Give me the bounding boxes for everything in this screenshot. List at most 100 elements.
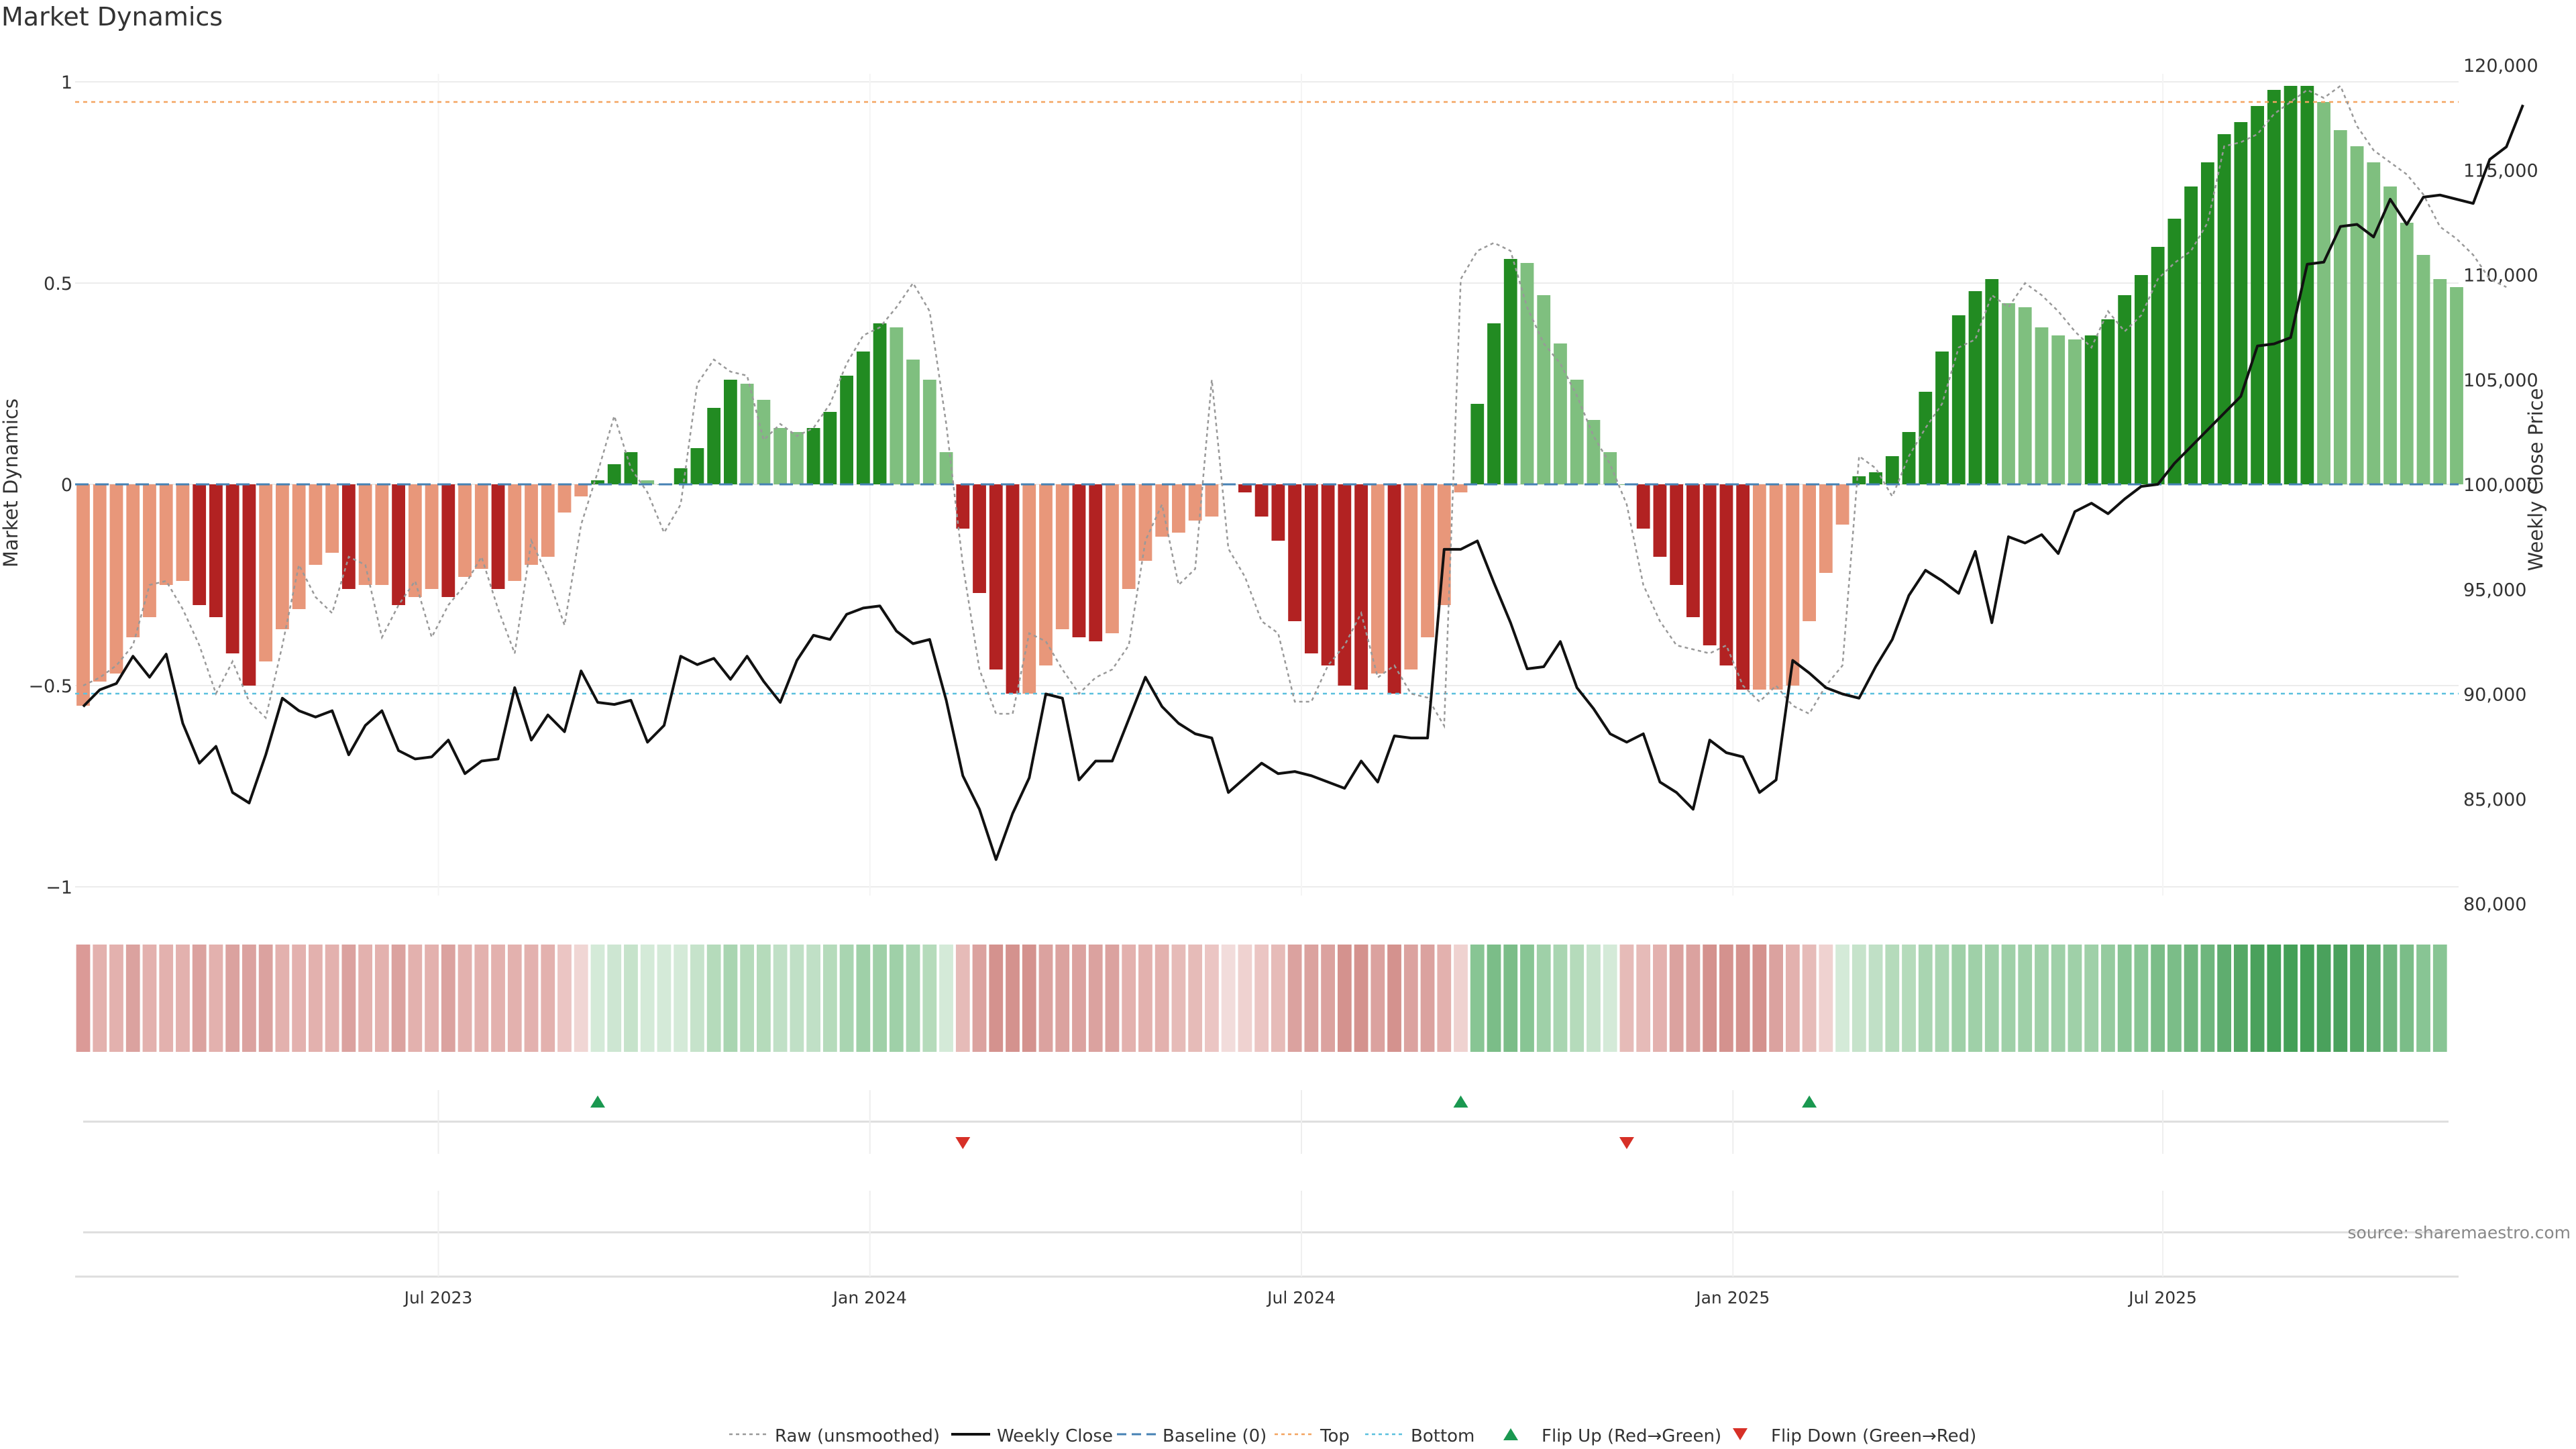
legend-flip-up-icon: [1503, 1428, 1518, 1440]
heat-cell: [258, 945, 273, 1052]
flip-up-marker: [1453, 1095, 1468, 1108]
heat-cell: [2316, 945, 2331, 1052]
dynamics-bar: [1055, 484, 1069, 629]
dynamics-bar: [2400, 223, 2414, 484]
heat-cell: [2333, 945, 2348, 1052]
heat-cell: [109, 945, 123, 1052]
dynamics-bar: [1122, 484, 1136, 589]
y-tick-label-right: 90,000: [2463, 685, 2526, 706]
heat-cell: [1536, 945, 1551, 1052]
heat-cell: [1038, 945, 1053, 1052]
dynamics-bar: [1985, 279, 1999, 484]
y-tick-label-left: 0: [61, 475, 72, 496]
dynamics-bar: [1354, 484, 1368, 690]
dynamics-bar: [1172, 484, 1185, 533]
heat-cell: [873, 945, 887, 1052]
dynamics-bar: [176, 484, 190, 581]
dynamics-bar: [1736, 484, 1750, 690]
heat-cell: [374, 945, 389, 1052]
dynamics-bar: [1653, 484, 1667, 557]
heat-cell: [76, 945, 91, 1052]
dynamics-bar: [1106, 484, 1119, 633]
dynamics-bar: [1288, 484, 1302, 621]
heat-cell: [159, 945, 174, 1052]
y-tick-label-right: 80,000: [2463, 894, 2526, 915]
heat-cell: [458, 945, 472, 1052]
heat-cell: [2284, 945, 2298, 1052]
heat-cell: [1570, 945, 1585, 1052]
dynamics-bar: [2267, 90, 2281, 484]
heat-cell: [2084, 945, 2099, 1052]
heat-cell: [607, 945, 622, 1052]
heat-cell: [922, 945, 937, 1052]
heat-cell: [1205, 945, 1219, 1052]
main-plot-area: 1 0.5 0 −0.5 −1 120,000 115,000 110,000 105,000 1…: [28, 56, 2538, 915]
dynamics-bar: [1338, 484, 1352, 686]
dynamics-bar: [2184, 186, 2198, 484]
dynamics-bar: [259, 484, 273, 661]
dynamics-bar: [1387, 484, 1401, 694]
x-tick-label: Jan 2025: [1695, 1288, 1770, 1307]
heat-cell: [2035, 945, 2049, 1052]
heat-cell: [773, 945, 788, 1052]
heat-cell: [640, 945, 655, 1052]
heat-cell: [1287, 945, 1302, 1052]
heat-cell: [2432, 945, 2447, 1052]
dynamics-bar: [1968, 291, 1982, 484]
heat-cell: [1669, 945, 1684, 1052]
heat-cell: [2383, 945, 2398, 1052]
dynamics-bar: [225, 484, 239, 653]
heat-cell: [1553, 945, 1568, 1052]
dynamics-bar: [1670, 484, 1684, 585]
heat-cell: [474, 945, 489, 1052]
dynamics-bar: [2002, 303, 2015, 484]
heat-cell: [806, 945, 821, 1052]
dynamics-bar: [2333, 130, 2347, 484]
heat-cell: [1304, 945, 1319, 1052]
dynamics-bar: [2135, 275, 2148, 484]
dynamics-bar: [724, 380, 737, 484]
y-tick-label-right: 110,000: [2463, 266, 2538, 286]
heat-cell: [757, 945, 771, 1052]
dynamics-bar: [126, 484, 140, 637]
dynamics-bar: [674, 468, 688, 484]
dynamics-bar: [989, 484, 1003, 669]
dynamics-bar: [1902, 432, 1916, 484]
heat-cell: [624, 945, 638, 1052]
flip-down-marker: [955, 1137, 971, 1149]
chart-title: Market Dynamics: [1, 2, 223, 32]
dynamics-bar: [757, 400, 771, 484]
heat-cell: [491, 945, 505, 1052]
heat-cell: [125, 945, 140, 1052]
heat-cell: [408, 945, 423, 1052]
heat-cell: [590, 945, 605, 1052]
heat-cell: [1321, 945, 1335, 1052]
legend: Raw (unsmoothed) Weekly Close Baseline (0)…: [729, 1426, 1976, 1446]
legend-label: Flip Down (Green→Red): [1771, 1426, 1976, 1446]
dynamics-bar: [1271, 484, 1285, 541]
flip-up-marker: [590, 1095, 605, 1108]
dynamics-bar: [790, 432, 804, 484]
heat-cell: [939, 945, 953, 1052]
legend-label: Top: [1320, 1426, 1350, 1446]
dynamics-bar: [1686, 484, 1700, 617]
heat-cell: [1785, 945, 1800, 1052]
dynamics-bar: [2018, 307, 2032, 484]
dynamics-bar: [1869, 472, 1882, 484]
heat-cell: [1835, 945, 1849, 1052]
dynamics-bar: [2200, 162, 2214, 484]
dynamics-bar: [1022, 484, 1036, 694]
dynamics-bar: [2217, 134, 2231, 484]
heat-cell: [1902, 945, 1916, 1052]
x-tick-label: Jul 2024: [1266, 1288, 1336, 1307]
legend-label: Flip Up (Red→Green): [1542, 1426, 1721, 1446]
heat-cell: [2217, 945, 2232, 1052]
dynamics-bar: [292, 484, 306, 609]
dynamics-bar: [607, 464, 621, 484]
heat-cell: [1851, 945, 1866, 1052]
x-tick-label: Jan 2024: [832, 1288, 907, 1307]
heat-cell: [1802, 945, 1817, 1052]
source-note: source: sharemaestro.com: [2348, 1223, 2571, 1242]
dynamics-bar: [873, 323, 887, 484]
dynamics-bar: [1885, 456, 1899, 484]
